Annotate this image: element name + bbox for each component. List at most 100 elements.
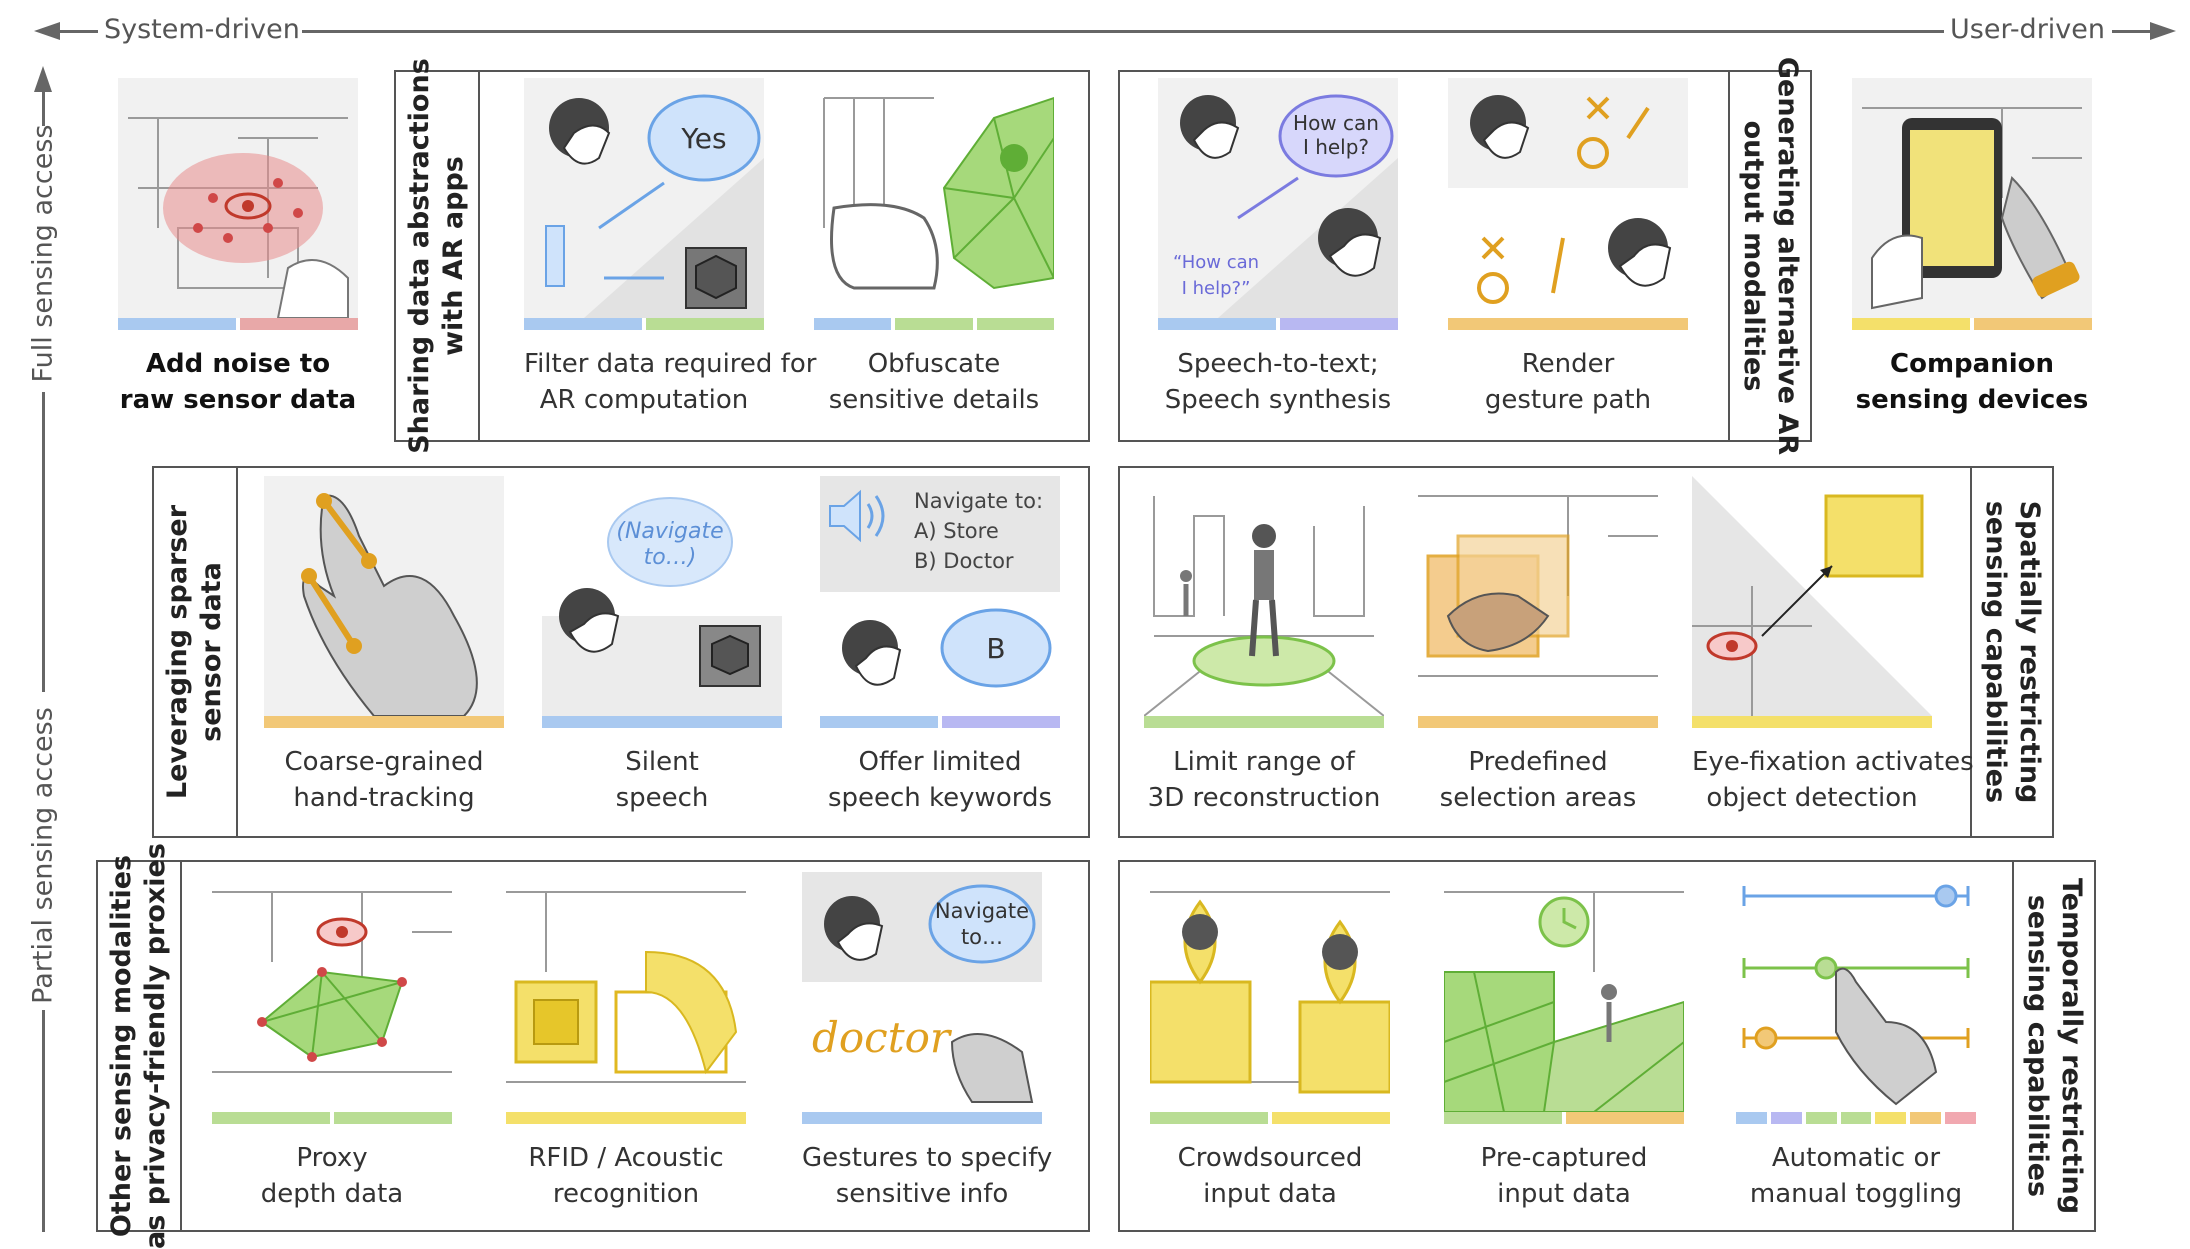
card-limit-range: Limit range of 3D reconstruction xyxy=(1144,476,1384,816)
caption: Render gesture path xyxy=(1484,349,1652,415)
tag-bar-blue xyxy=(820,716,938,728)
tag-bars xyxy=(1444,1112,1684,1124)
tag-bars xyxy=(118,318,358,330)
tag-bar-green xyxy=(1444,1112,1562,1124)
svg-text:How can: How can xyxy=(1293,111,1379,135)
card-speech-to-text: How can I help? “How can I help?” Speech… xyxy=(1158,78,1398,418)
caption: Automatic or manual toggling xyxy=(1749,1143,1963,1209)
illustration-proxy-depth xyxy=(212,872,452,1112)
caption: Eye-fixation activates object detection xyxy=(1692,747,1974,813)
group-generating-alternative-output: Generating alternative AR output modaliti… xyxy=(1118,57,1812,455)
tag-bar-orange xyxy=(1566,1112,1684,1124)
left-axis-line-bottom xyxy=(42,1010,45,1232)
card-limited-keywords: Navigate to: A) Store B) Doctor B Offer … xyxy=(820,476,1060,816)
tag-bar-blue xyxy=(524,318,642,330)
group-title-panel: Leveraging sparser sensor data xyxy=(154,468,238,836)
tag-bar-green xyxy=(1805,1112,1837,1124)
card-predefined-areas: Predefined selection areas xyxy=(1418,476,1658,816)
tag-bar-yellow xyxy=(1852,318,1970,330)
tag-bars xyxy=(814,318,1054,330)
illustration-companion-devices xyxy=(1852,78,2092,318)
illustration-silent-speech: (Navigate to…) xyxy=(542,476,782,716)
full-sensing-access-label: Full sensing access xyxy=(27,124,59,383)
group-spatially-restricting: Spatially restricting sensing capabilitie… xyxy=(1118,466,2054,838)
left-arrowhead xyxy=(34,22,60,40)
tag-bars xyxy=(542,716,782,728)
tag-bar-blue xyxy=(118,318,236,330)
caption: Add noise to raw sensor data xyxy=(119,349,357,415)
partial-sensing-access-label: Partial sensing access xyxy=(27,707,59,1004)
group-title-panel: Other sensing modalities as privacy-frien… xyxy=(98,843,182,1249)
illustration-gestures: Navigate to… doctor xyxy=(802,872,1042,1112)
tag-bar-blue xyxy=(814,318,892,330)
illustration-add-noise xyxy=(118,78,358,318)
group-title-panel: Spatially restricting sensing capabilitie… xyxy=(1970,468,2052,836)
card-render-gesture-path: Render gesture path xyxy=(1448,78,1688,418)
group-sharing-data-abstractions: Sharing data abstractions with AR apps xyxy=(394,58,1090,454)
right-arrowhead xyxy=(2150,22,2176,40)
caption: Obfuscate sensitive details xyxy=(828,349,1040,415)
group-other-sensing-modalities: Other sensing modalities as privacy-frien… xyxy=(96,843,1090,1249)
card-crowdsourced: Crowdsourced input data xyxy=(1150,872,1390,1212)
tag-bar-blue xyxy=(802,1112,1042,1124)
svg-text:(Navigate: (Navigate xyxy=(616,519,723,544)
left-axis-line-top xyxy=(42,90,45,126)
tag-bars xyxy=(1852,318,2092,330)
tag-bar-yellow xyxy=(1692,716,1932,728)
tag-bar-green xyxy=(895,318,973,330)
tag-bar-orange xyxy=(1448,318,1688,330)
tag-bar-yellow xyxy=(1272,1112,1390,1124)
user-driven-label: User-driven xyxy=(1950,14,2105,45)
caption: Predefined selection areas xyxy=(1439,747,1637,813)
tag-bar-blue xyxy=(1736,1112,1767,1124)
illustration-predefined-areas xyxy=(1418,476,1658,716)
tag-bar-orange xyxy=(1418,716,1658,728)
up-arrowhead xyxy=(34,66,52,92)
tag-bars xyxy=(264,716,504,728)
group-title: Temporally restricting sensing capabiliti… xyxy=(2022,877,2087,1215)
left-axis-line xyxy=(42,392,45,692)
card-toggling: Automatic or manual toggling xyxy=(1736,872,1977,1212)
group-title-panel: Temporally restricting sensing capabiliti… xyxy=(2012,862,2094,1230)
group-title: Spatially restricting sensing capabilitie… xyxy=(1980,500,2045,804)
card-proxy-depth: Proxy depth data xyxy=(212,872,452,1212)
tag-bar-yellow xyxy=(506,1112,746,1124)
illustration-hand-tracking xyxy=(264,476,504,716)
group-title: Other sensing modalities as privacy-frien… xyxy=(106,843,171,1249)
card-gestures-sensitive-info: Navigate to… doctor Gestures to specify s… xyxy=(802,872,1052,1212)
tag-bar-green xyxy=(976,318,1054,330)
svg-text:I help?”: I help?” xyxy=(1182,278,1251,299)
illustration-limit-range xyxy=(1144,476,1384,716)
group-temporally-restricting: Temporally restricting sensing capabiliti… xyxy=(1118,860,2096,1232)
top-axis-line-left xyxy=(56,30,98,33)
group-title: Generating alternative AR output modaliti… xyxy=(1738,56,1803,456)
tag-bars xyxy=(524,318,764,330)
tag-bar-orange xyxy=(264,716,504,728)
group-title-panel: Generating alternative AR output modaliti… xyxy=(1728,57,1810,455)
tag-bar-purple xyxy=(942,716,1060,728)
tag-bars xyxy=(212,1112,452,1124)
tag-bars xyxy=(1144,716,1384,728)
tag-bar-yellow xyxy=(1875,1112,1907,1124)
system-driven-label: System-driven xyxy=(104,14,300,45)
tag-bar-green xyxy=(334,1112,452,1124)
tag-bar-green xyxy=(212,1112,330,1124)
tag-bar-blue xyxy=(542,716,782,728)
svg-text:to…): to…) xyxy=(644,545,697,570)
svg-text:“How can: “How can xyxy=(1173,252,1259,273)
tag-bar-orange xyxy=(1974,318,2092,330)
illustration-rfid-acoustic xyxy=(506,872,746,1112)
tag-bars xyxy=(1448,318,1688,330)
tag-bars xyxy=(1158,318,1398,330)
tag-bars xyxy=(506,1112,746,1124)
illustration-crowdsourced xyxy=(1150,872,1390,1112)
illustration-limited-keywords: Navigate to: A) Store B) Doctor B xyxy=(820,476,1060,716)
tag-bar-red xyxy=(240,318,358,330)
tag-bar-orange xyxy=(1910,1112,1942,1124)
group-title-panel: Sharing data abstractions with AR apps xyxy=(396,58,480,454)
caption: Companion sensing devices xyxy=(1855,349,2089,415)
group-leveraging-sparser-data: Leveraging sparser sensor data xyxy=(152,466,1090,838)
caption: Coarse-grained hand-tracking xyxy=(284,747,484,813)
caption: Limit range of 3D reconstruction xyxy=(1147,747,1381,813)
tag-bars xyxy=(1150,1112,1390,1124)
